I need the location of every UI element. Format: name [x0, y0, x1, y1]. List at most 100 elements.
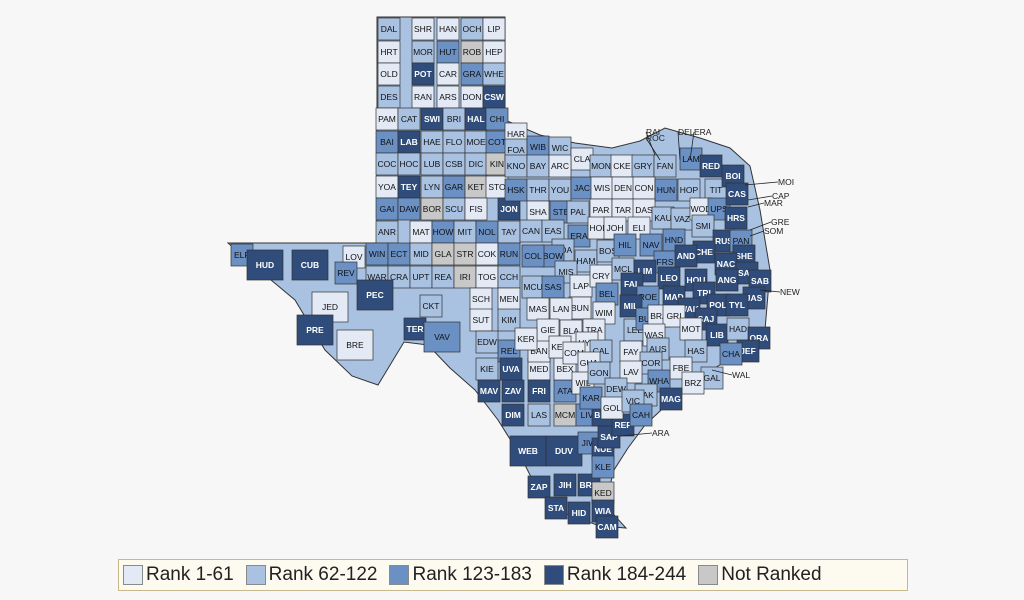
- county-shape[interactable]: [296, 314, 334, 346]
- county-smi[interactable]: SMI: [691, 214, 715, 238]
- county-mav[interactable]: MAV: [477, 379, 501, 403]
- county-shape[interactable]: [521, 244, 545, 268]
- county-pec[interactable]: PEC: [356, 279, 394, 311]
- county-joh[interactable]: JOH: [603, 216, 627, 240]
- county-lap[interactable]: LAP: [569, 274, 593, 298]
- county-shape[interactable]: [397, 107, 421, 131]
- county-tay[interactable]: TAY: [497, 220, 521, 244]
- county-hun[interactable]: HUN: [654, 178, 678, 202]
- county-hoc[interactable]: HOC: [397, 152, 421, 176]
- county-old[interactable]: OLD: [377, 62, 401, 86]
- county-shape[interactable]: [725, 182, 749, 206]
- county-shape[interactable]: [725, 293, 749, 317]
- county-ket[interactable]: KET: [464, 175, 488, 199]
- county-gar[interactable]: GAR: [442, 175, 466, 199]
- county-gon[interactable]: GON: [587, 361, 611, 385]
- county-shape[interactable]: [566, 200, 590, 224]
- county-jih[interactable]: JIH: [553, 473, 577, 497]
- county-mcu[interactable]: MCU: [521, 275, 545, 299]
- county-has[interactable]: HAS: [684, 339, 708, 363]
- county-gla[interactable]: GLA: [431, 242, 455, 266]
- county-men[interactable]: MEN: [497, 287, 521, 311]
- county-ker[interactable]: KER: [514, 327, 538, 351]
- county-shape[interactable]: [501, 379, 525, 403]
- county-hrt[interactable]: HRT: [377, 40, 401, 64]
- county-shr[interactable]: SHR: [411, 17, 435, 41]
- county-dew[interactable]: DEW: [604, 377, 628, 401]
- county-mor[interactable]: MOR: [411, 40, 435, 64]
- county-ckt[interactable]: CKT: [419, 294, 443, 318]
- county-shape[interactable]: [677, 178, 701, 202]
- county-win[interactable]: WIN: [365, 242, 389, 266]
- county-ter[interactable]: TER: [403, 317, 427, 341]
- county-shape[interactable]: [377, 17, 401, 41]
- county-kim[interactable]: KIM: [497, 308, 521, 332]
- county-leo[interactable]: LEO: [657, 266, 681, 290]
- county-shape[interactable]: [411, 17, 435, 41]
- county-eli[interactable]: ELI: [627, 216, 651, 240]
- county-gol[interactable]: GOL: [600, 396, 624, 420]
- county-shape[interactable]: [509, 435, 547, 467]
- county-shape[interactable]: [334, 261, 358, 285]
- county-whe[interactable]: WHE: [482, 62, 506, 86]
- county-dic[interactable]: DIC: [464, 152, 488, 176]
- county-shape[interactable]: [514, 327, 538, 351]
- county-shape[interactable]: [654, 178, 678, 202]
- county-och[interactable]: OCH: [460, 17, 484, 41]
- county-mit[interactable]: MIT: [453, 220, 477, 244]
- county-cah[interactable]: CAH: [629, 403, 653, 427]
- county-cok[interactable]: COK: [475, 242, 499, 266]
- county-pre[interactable]: PRE: [296, 314, 334, 346]
- county-sas[interactable]: SAS: [541, 275, 565, 299]
- county-daw[interactable]: DAW: [397, 197, 421, 221]
- county-den[interactable]: DEN: [611, 176, 635, 200]
- county-pot[interactable]: POT: [411, 62, 435, 86]
- county-hal[interactable]: HAL: [464, 107, 488, 131]
- county-anr[interactable]: ANR: [375, 220, 399, 244]
- county-sha[interactable]: SHA: [526, 200, 550, 224]
- county-shape[interactable]: [662, 304, 686, 328]
- county-shape[interactable]: [477, 379, 501, 403]
- county-hil[interactable]: HIL: [613, 233, 637, 257]
- county-shape[interactable]: [681, 371, 705, 395]
- county-shape[interactable]: [482, 62, 506, 86]
- county-run[interactable]: RUN: [497, 242, 521, 266]
- county-tyl[interactable]: TYL: [725, 293, 749, 317]
- county-csb[interactable]: CSB: [442, 152, 466, 176]
- county-don[interactable]: DON: [460, 85, 484, 109]
- county-fis[interactable]: FIS: [464, 197, 488, 221]
- county-lab[interactable]: LAB: [397, 130, 421, 154]
- county-rob[interactable]: ROB: [460, 40, 484, 64]
- county-shape[interactable]: [291, 249, 329, 281]
- county-mat[interactable]: MAT: [409, 220, 433, 244]
- county-shape[interactable]: [674, 244, 698, 268]
- county-ars[interactable]: ARS: [436, 85, 460, 109]
- county-shape[interactable]: [497, 242, 521, 266]
- county-hsk[interactable]: HSK: [504, 178, 528, 202]
- county-shape[interactable]: [619, 360, 643, 384]
- county-fri[interactable]: FRI: [527, 379, 551, 403]
- county-shape[interactable]: [423, 321, 461, 353]
- county-car[interactable]: CAR: [436, 62, 460, 86]
- county-wis[interactable]: WIS: [590, 176, 614, 200]
- county-gry[interactable]: GRY: [631, 154, 655, 178]
- county-shape[interactable]: [591, 455, 615, 479]
- county-shape[interactable]: [497, 308, 521, 332]
- county-han[interactable]: HAN: [436, 17, 460, 41]
- county-cat[interactable]: CAT: [397, 107, 421, 131]
- county-edw[interactable]: EDW: [475, 330, 499, 354]
- county-swi[interactable]: SWI: [420, 107, 444, 131]
- county-shape[interactable]: [548, 154, 572, 178]
- county-thr[interactable]: THR: [526, 178, 550, 202]
- county-shape[interactable]: [419, 294, 443, 318]
- county-pal[interactable]: PAL: [566, 200, 590, 224]
- county-duv[interactable]: DUV: [545, 435, 583, 467]
- county-hop[interactable]: HOP: [677, 178, 701, 202]
- county-kar[interactable]: KAR: [579, 386, 603, 410]
- county-des[interactable]: DES: [377, 85, 401, 109]
- county-jac[interactable]: JAC: [570, 176, 594, 200]
- county-shape[interactable]: [544, 496, 568, 520]
- county-can[interactable]: CAN: [519, 219, 543, 243]
- county-shape[interactable]: [595, 515, 619, 539]
- county-col[interactable]: COL: [521, 244, 545, 268]
